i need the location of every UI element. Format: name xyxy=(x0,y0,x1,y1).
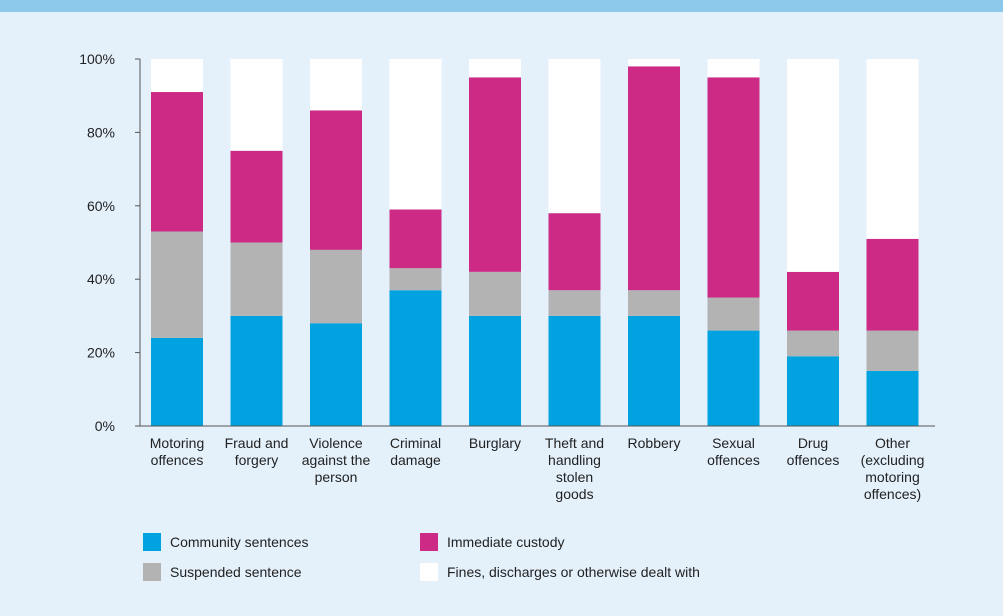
x-tick-label: person xyxy=(315,469,358,485)
bar-segment xyxy=(151,337,203,426)
bar-segment xyxy=(310,110,362,250)
bar-segment xyxy=(151,92,203,232)
bar-segment xyxy=(628,59,680,67)
legend-label: Fines, discharges or otherwise dealt wit… xyxy=(447,564,700,580)
bar-segment xyxy=(469,59,521,78)
bar-segment xyxy=(389,209,442,269)
bar-segment xyxy=(548,59,601,214)
bar-segment xyxy=(230,150,283,243)
bar-segment xyxy=(787,271,839,331)
x-tick-label: handling xyxy=(548,452,601,468)
x-tick-label: Motoring xyxy=(150,435,204,451)
bar-segment xyxy=(310,323,362,426)
x-tick-label: damage xyxy=(390,452,441,468)
y-tick-label: 20% xyxy=(87,345,115,361)
legend-swatch xyxy=(143,563,161,581)
bar-segment xyxy=(389,268,442,291)
x-tick-label: (excluding xyxy=(861,452,925,468)
bar-segment xyxy=(548,213,601,291)
x-tick-label: Burglary xyxy=(469,435,521,451)
x-tick-label: forgery xyxy=(235,452,279,468)
bar-segment xyxy=(230,59,283,151)
bar-segment xyxy=(628,315,680,426)
x-tick-label: Drug xyxy=(798,435,828,451)
x-tick-label: offences xyxy=(151,452,204,468)
x-tick-label: offences xyxy=(707,452,760,468)
bar-segment xyxy=(628,66,680,291)
bar-segment xyxy=(469,315,521,426)
bar-segment xyxy=(151,59,203,93)
bar-segment xyxy=(787,330,839,357)
x-tick-label: offences) xyxy=(864,486,921,502)
x-tick-label: Fraud and xyxy=(225,435,289,451)
bar-segment xyxy=(707,330,760,426)
bar-segment xyxy=(707,77,760,298)
y-tick-label: 60% xyxy=(87,198,115,214)
y-tick-label: 40% xyxy=(87,271,115,287)
x-tick-label: Sexual xyxy=(712,435,755,451)
legend-swatch xyxy=(143,533,161,551)
bar-segment xyxy=(866,330,919,371)
bar-segment xyxy=(389,290,442,426)
legend-label: Community sentences xyxy=(170,534,309,550)
bar-segment xyxy=(310,249,362,324)
bar-segment xyxy=(866,370,919,426)
x-tick-label: Robbery xyxy=(628,435,681,451)
y-tick-label: 80% xyxy=(87,124,115,140)
x-tick-label: Violence xyxy=(309,435,363,451)
bar-segment xyxy=(230,242,283,316)
bar-segment xyxy=(707,59,760,78)
bar-segment xyxy=(469,77,521,272)
y-tick-label: 0% xyxy=(95,418,115,434)
bar-segment xyxy=(310,59,362,111)
bar-segment xyxy=(151,231,203,338)
x-tick-label: offences xyxy=(787,452,840,468)
x-tick-label: Criminal xyxy=(390,435,441,451)
top-band xyxy=(0,0,1003,12)
bar-segment xyxy=(787,59,839,272)
bar-segment xyxy=(866,59,919,239)
bar-segment xyxy=(469,271,521,316)
bar-segment xyxy=(389,59,442,210)
bar-segment xyxy=(628,290,680,316)
x-tick-label: stolen xyxy=(556,469,593,485)
legend-swatch xyxy=(420,533,438,551)
x-tick-label: motoring xyxy=(865,469,919,485)
y-tick-label: 100% xyxy=(79,51,115,67)
x-tick-label: Theft and xyxy=(545,435,604,451)
x-tick-label: Other xyxy=(875,435,910,451)
bar-segment xyxy=(230,315,283,426)
legend-swatch xyxy=(420,563,438,581)
x-tick-label: goods xyxy=(555,486,593,502)
bar-segment xyxy=(707,297,760,331)
legend-label: Suspended sentence xyxy=(170,564,302,580)
legend-label: Immediate custody xyxy=(447,534,565,550)
bar-segment xyxy=(866,238,919,331)
bar-segment xyxy=(548,290,601,316)
bar-segment xyxy=(787,356,839,426)
bar-segment xyxy=(548,315,601,426)
x-tick-label: against the xyxy=(302,452,371,468)
